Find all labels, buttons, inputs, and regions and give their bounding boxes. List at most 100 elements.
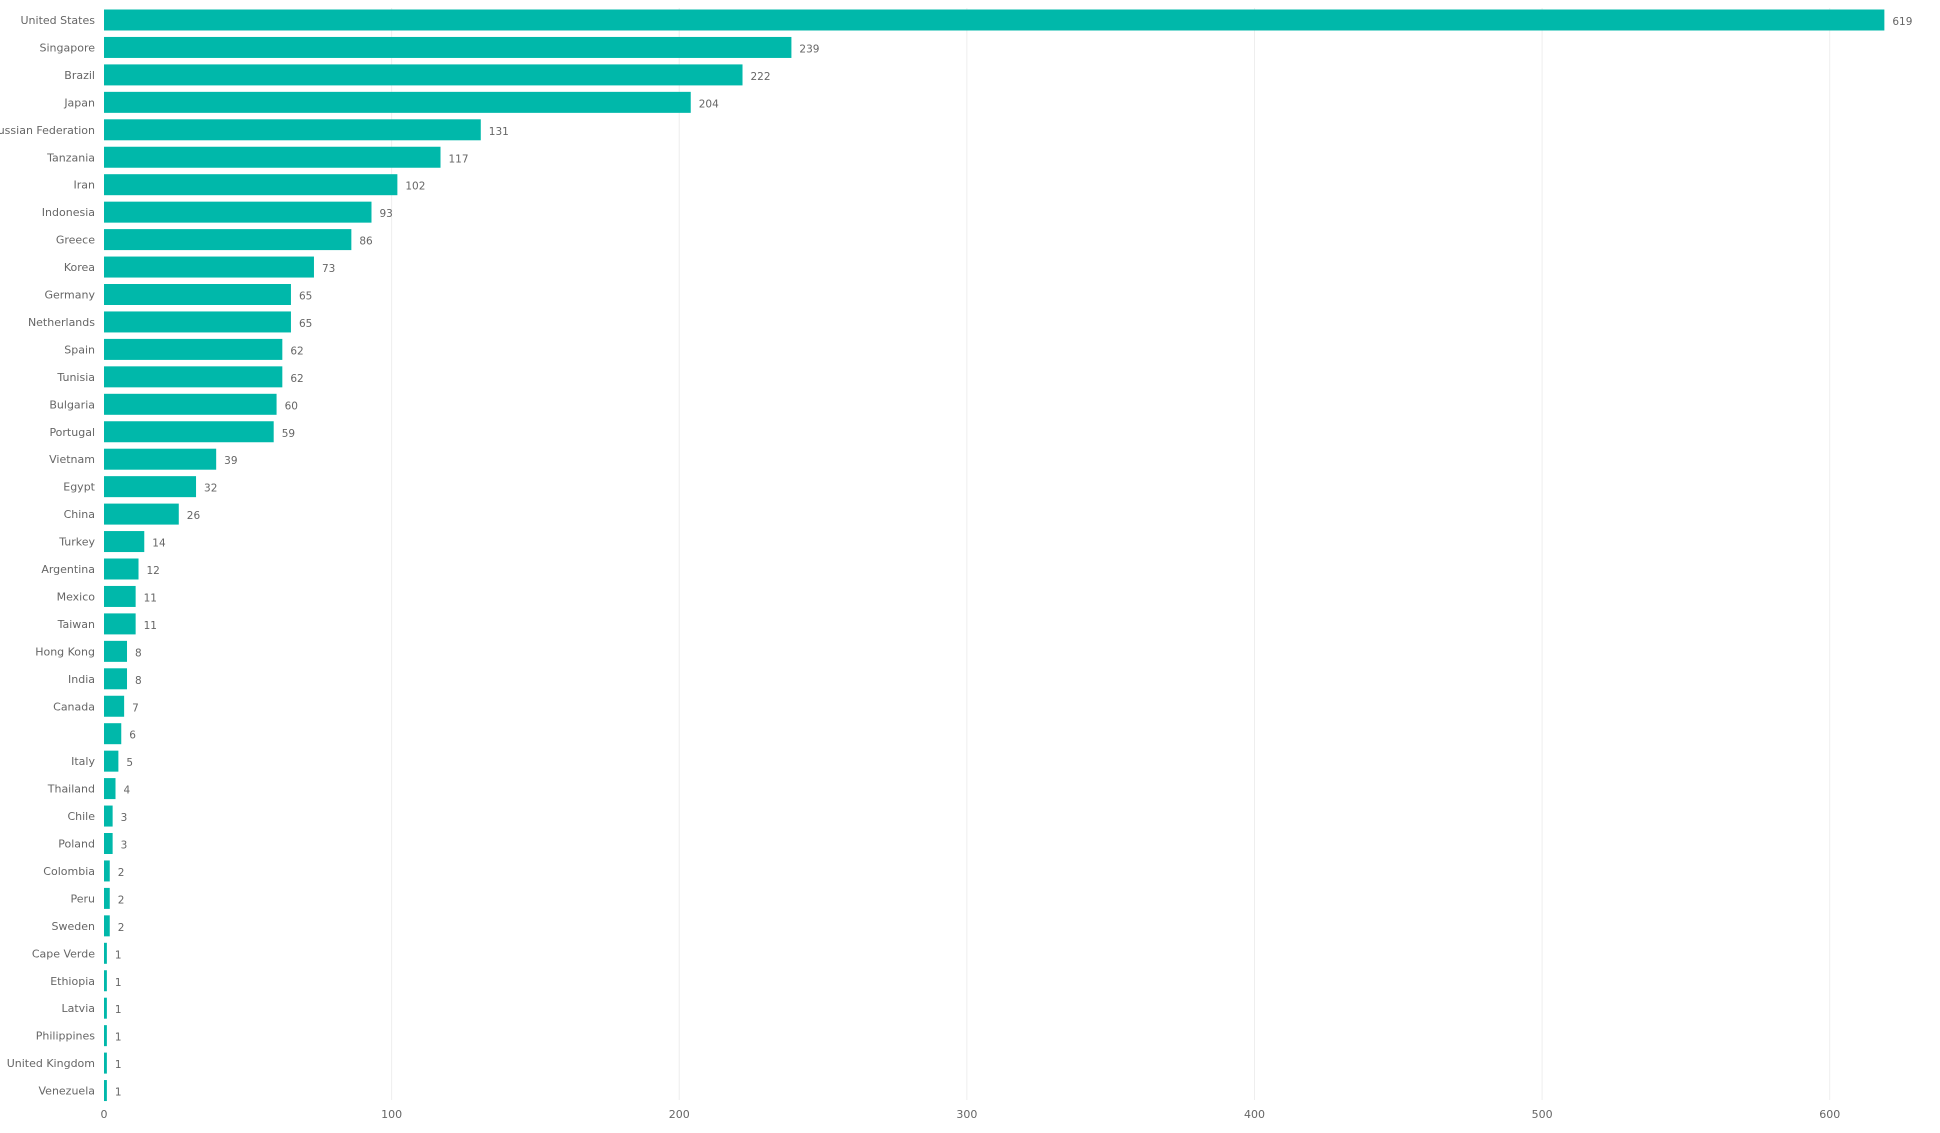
bar — [104, 942, 107, 964]
gridlines — [391, 8, 1831, 1100]
data-label: 3 — [121, 840, 128, 852]
category-label: Italy — [71, 755, 95, 768]
data-label: 7 — [132, 702, 139, 714]
bar — [104, 640, 128, 662]
bar — [104, 91, 691, 113]
bar — [104, 585, 136, 607]
category-label: United States — [21, 14, 96, 27]
category-label: Netherlands — [28, 316, 95, 329]
bar — [104, 695, 125, 717]
bar — [104, 229, 352, 251]
category-label: Turkey — [58, 536, 95, 549]
category-label: Russian Federation — [0, 124, 95, 137]
category-label: Korea — [64, 261, 95, 274]
category-label: Ethiopia — [50, 975, 95, 988]
data-label: 4 — [124, 785, 131, 797]
data-label: 2 — [118, 922, 125, 934]
bar — [104, 119, 481, 141]
bar — [104, 64, 743, 86]
category-label: Portugal — [49, 426, 95, 439]
x-tick-label: 300 — [956, 1108, 977, 1121]
x-tick-label: 600 — [1819, 1108, 1840, 1121]
bar — [104, 1080, 107, 1102]
category-label: Poland — [58, 838, 95, 851]
data-label: 1 — [115, 1004, 122, 1016]
category-label: Spain — [64, 343, 95, 356]
bars — [104, 9, 1885, 1102]
x-tick-label: 100 — [381, 1108, 402, 1121]
category-label: Venezuela — [39, 1085, 96, 1098]
bar — [104, 201, 372, 223]
bar — [104, 1052, 107, 1074]
category-label: Thailand — [47, 783, 95, 796]
category-label: Latvia — [62, 1002, 96, 1015]
data-label: 1 — [115, 1059, 122, 1071]
x-tick-label: 400 — [1244, 1108, 1265, 1121]
category-label: Taiwan — [57, 618, 95, 631]
bar — [104, 366, 283, 388]
category-label: Tanzania — [46, 151, 95, 164]
bar — [104, 9, 1885, 31]
data-label: 8 — [135, 675, 142, 687]
data-label: 62 — [290, 373, 303, 385]
bar — [104, 778, 116, 800]
bar — [104, 311, 291, 333]
bar — [104, 448, 217, 470]
bar — [104, 805, 113, 827]
category-label: Philippines — [36, 1030, 96, 1043]
bar — [104, 558, 139, 580]
category-label: Greece — [56, 234, 95, 247]
data-label: 239 — [799, 43, 819, 55]
category-label: Vietnam — [49, 453, 95, 466]
category-label: Sweden — [52, 920, 95, 933]
bar — [104, 174, 398, 196]
category-label: Japan — [63, 96, 95, 109]
category-label: Canada — [53, 700, 95, 713]
data-label: 59 — [282, 428, 295, 440]
bar — [104, 476, 197, 498]
data-label: 73 — [322, 263, 335, 275]
data-label: 12 — [147, 565, 160, 577]
data-label: 86 — [359, 236, 373, 248]
data-label: 102 — [405, 181, 425, 193]
data-label: 11 — [144, 592, 157, 604]
data-label: 1 — [115, 949, 122, 961]
data-label: 1 — [115, 1087, 122, 1099]
data-label: 8 — [135, 647, 142, 659]
bar — [104, 256, 314, 278]
category-label: Cape Verde — [32, 947, 95, 960]
category-labels: United States Singapore Brazil Japan Russian… — [0, 14, 96, 1098]
data-label: 26 — [187, 510, 201, 522]
category-label: Germany — [44, 289, 95, 302]
data-label: 65 — [299, 291, 312, 303]
bar — [104, 833, 113, 854]
bar — [104, 887, 110, 909]
data-label: 117 — [449, 153, 469, 165]
data-label: 39 — [224, 455, 237, 467]
bar — [104, 421, 274, 443]
data-label: 1 — [115, 977, 122, 989]
data-label: 14 — [152, 538, 166, 550]
data-label: 2 — [118, 867, 125, 879]
data-label: 1 — [115, 1032, 122, 1044]
bar — [104, 750, 119, 772]
category-label: Tunisia — [56, 371, 95, 384]
category-label: United Kingdom — [7, 1057, 95, 1070]
data-label: 131 — [489, 126, 509, 138]
bar — [104, 284, 291, 305]
category-label: Chile — [67, 810, 95, 823]
data-label: 11 — [144, 620, 157, 632]
data-label: 60 — [285, 400, 298, 412]
category-label: Argentina — [41, 563, 95, 576]
data-label: 65 — [299, 318, 312, 330]
category-label: Egypt — [63, 481, 95, 494]
value-labels: 6192392222041311171029386736565626260593… — [115, 16, 1913, 1099]
bar — [104, 915, 110, 937]
category-label: Hong Kong — [35, 645, 95, 658]
category-label: Iran — [74, 179, 96, 192]
data-label: 6 — [129, 730, 136, 742]
bar — [104, 531, 145, 553]
category-label: Bulgaria — [49, 398, 95, 411]
